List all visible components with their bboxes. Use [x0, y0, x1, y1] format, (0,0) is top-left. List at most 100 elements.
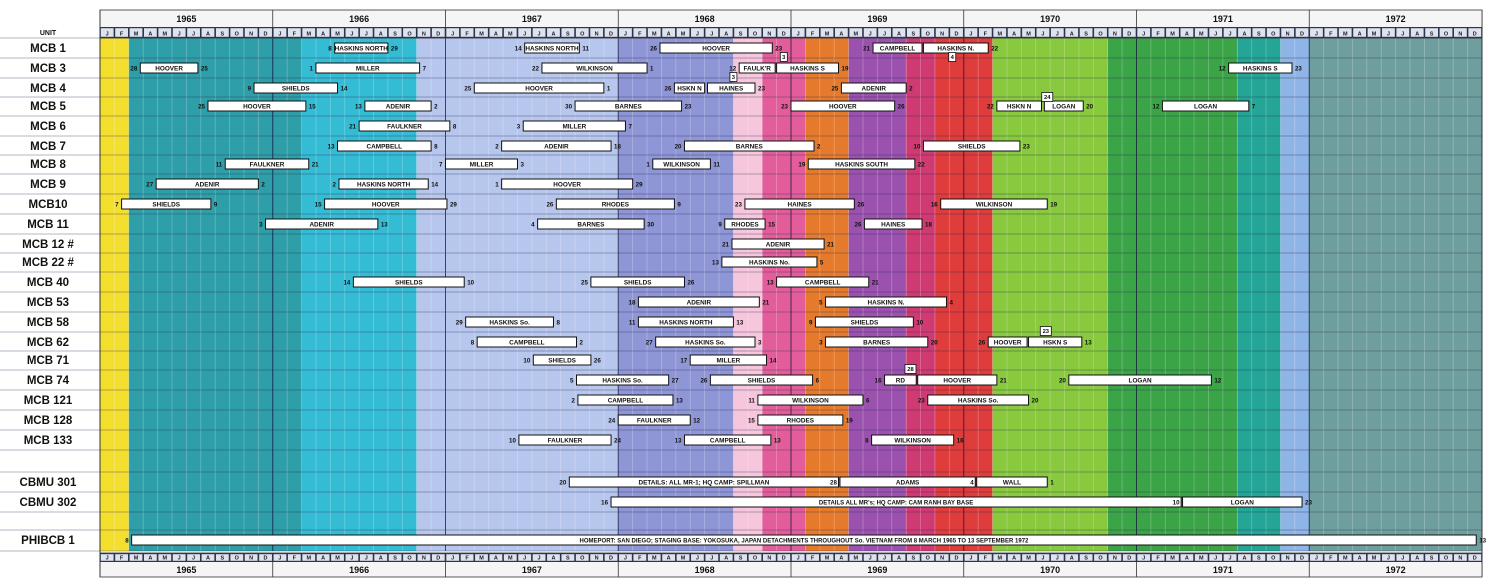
header-month-cell	[518, 28, 532, 37]
deployment-commander-label: HASKINS So.	[489, 319, 530, 326]
deployment-bar: HASKINS SOUTH 19 22	[798, 158, 925, 170]
deployment-commander-label: HOOVER	[702, 45, 730, 52]
header-month-label: O	[407, 31, 412, 37]
footer-month-cell	[1425, 554, 1439, 561]
deployment-start-day: 16	[601, 499, 608, 506]
deployment-start-day: 4	[970, 479, 974, 486]
deployment-end-day: 16	[957, 437, 964, 444]
footer-month-label: A	[379, 555, 383, 561]
deployment-end-day: 23	[1295, 65, 1302, 72]
footer-month-cell	[1050, 554, 1064, 561]
header-month-cell	[489, 28, 503, 37]
deployment-start-day: 15	[748, 417, 755, 424]
header-month-label: M	[479, 31, 484, 37]
header-month-cell	[1050, 28, 1064, 37]
header-month-cell	[417, 28, 431, 37]
deployment-commander-label: RHODES	[731, 221, 759, 228]
deployment-bar-box	[501, 140, 612, 152]
footer-month-cell	[892, 554, 906, 561]
deployment-bar-box	[574, 100, 683, 112]
footer-month-cell	[1094, 554, 1107, 561]
deployment-end-day: 26	[594, 357, 601, 364]
deployment-bar: HASKINS S 12 23	[1219, 62, 1302, 74]
header-month-cell	[561, 28, 575, 37]
deployment-bar-box	[922, 140, 1021, 152]
deployment-start-day: 14	[515, 45, 522, 52]
footer-month-label: D	[1300, 555, 1304, 561]
header-month-cell	[1166, 28, 1179, 37]
footer-month-label: N	[249, 555, 253, 561]
deployment-bar-box	[617, 414, 691, 426]
deployment-bar: SHIELDS 9 10	[809, 316, 924, 328]
header-month-label: N	[249, 31, 253, 37]
deployment-start-day: 21	[863, 45, 870, 52]
footer-month-cell	[950, 554, 963, 561]
deployment-bar-box	[757, 394, 864, 406]
footer-month-label: F	[1156, 555, 1160, 561]
header-month-label: F	[811, 31, 815, 37]
deployment-bar-box	[473, 82, 605, 94]
deployment-bar: ADAMS 28	[830, 476, 976, 488]
deployment-bar-box	[537, 218, 645, 230]
deployment-end-day: 6	[866, 397, 870, 404]
footer-month-cell	[129, 554, 143, 561]
footer-month-label: O	[1444, 555, 1449, 561]
footer-month-cell	[1367, 554, 1381, 561]
deployment-bar: HOOVER 23 26	[781, 100, 905, 112]
deployment-commander-label: MILLER	[562, 123, 586, 130]
header-year-label: 1967	[522, 14, 542, 24]
unit-label: MCB 9	[30, 179, 66, 191]
header-month-cell	[446, 28, 460, 37]
deployment-start-day: 26	[546, 201, 553, 208]
footer-month-cell	[1223, 554, 1237, 561]
header-month-cell	[460, 28, 474, 37]
deployment-commander-label: LOGAN	[1129, 377, 1152, 384]
header-month-label: A	[839, 31, 843, 37]
deployment-commander-label: CAMPBELL	[367, 143, 403, 150]
day-callout: 23	[1039, 326, 1052, 336]
header-month-label: J	[106, 31, 109, 37]
footer-month-cell	[1180, 554, 1194, 561]
header-month-cell	[100, 28, 114, 37]
deployment-start-day: 29	[456, 319, 463, 326]
deployment-commander-label: HOMEPORT: SAN DIEGO; STAGING BASE: YOKOS…	[580, 538, 1029, 544]
deployment-commander-label: SHIELDS	[851, 319, 879, 326]
footer-month-label: A	[1012, 555, 1016, 561]
deployment-end-day: 20	[1086, 103, 1093, 110]
header-month-label: A	[494, 31, 498, 37]
deployment-bar: RHODES 15 19	[748, 414, 853, 426]
deployment-bar-box	[839, 476, 976, 488]
deployment-start-day: 8	[865, 437, 869, 444]
deployment-bar: SHIELDS 10 23	[914, 140, 1030, 152]
deployment-end-day: 26	[857, 201, 864, 208]
day-callout-box	[779, 52, 788, 62]
deployment-bar: BARNES 4 30	[531, 218, 655, 230]
deployment-end-day: 25	[201, 65, 208, 72]
deployment-start-day: 16	[875, 377, 882, 384]
deployment-bar-box	[1043, 100, 1084, 112]
deployment-bar-box	[683, 140, 815, 152]
deployment-bar-box	[576, 374, 670, 386]
deployment-end-day: 30	[647, 221, 654, 228]
deployment-commander-label: HASKINS NORTH	[659, 319, 713, 326]
deployment-start-day: 16	[931, 201, 938, 208]
deployment-bar-box	[709, 374, 814, 386]
deployment-bar: WILKINSON 8 16	[865, 434, 964, 446]
deployment-bar: CAMPBELL 13 13	[675, 434, 781, 446]
header-month-label: J	[451, 31, 454, 37]
deployment-start-day: 10	[523, 357, 530, 364]
deployment-end-day: 13	[774, 437, 781, 444]
deployment-bar: HOOVER 21	[917, 374, 1007, 386]
deployment-start-day: 3	[259, 221, 263, 228]
deployment-start-day: 2	[333, 181, 337, 188]
unit-labels: UNIT MCB 1 MCB 3 MCB 4 MCB 5 MCB 6 MCB 7 MCB 8…	[20, 30, 77, 547]
day-callout: 28	[904, 364, 917, 374]
deployment-commander-label: HOOVER	[525, 85, 553, 92]
deployment-bar: ADENIR 27 2	[146, 178, 265, 190]
footer-month-cell	[978, 554, 992, 561]
footer-month-label: O	[235, 555, 240, 561]
deployment-end-day: 20	[1032, 397, 1039, 404]
color-band	[1107, 38, 1238, 551]
header-month-cell	[230, 28, 244, 37]
